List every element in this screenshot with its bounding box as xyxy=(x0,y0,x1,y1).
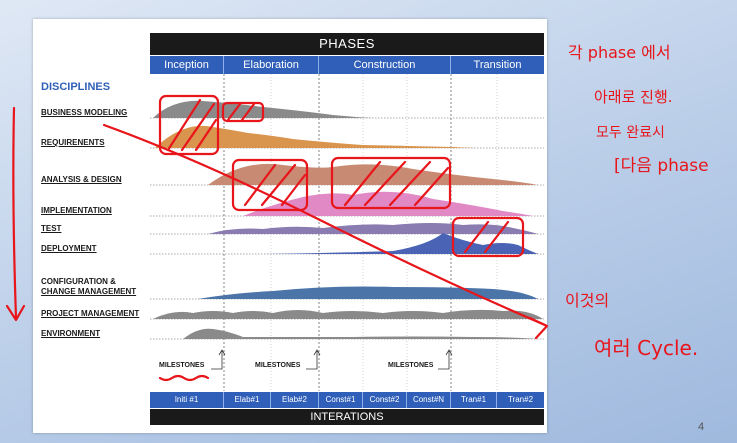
discipline-environment: ENVIRONMENT xyxy=(41,329,101,338)
slide-card: PHASES Inception Elaboration Constructio… xyxy=(33,19,547,433)
phases-header: PHASES xyxy=(150,33,544,55)
iterations-header: INTERATIONS xyxy=(150,409,544,425)
milestone-label-3: MILESTONES xyxy=(388,362,434,369)
note-line-5: 이것의 xyxy=(565,291,609,310)
note-line-1: 각 phase 에서 xyxy=(568,43,671,62)
phase-elaboration: Elaboration xyxy=(224,56,319,74)
iteration-cell: Tran#1 xyxy=(451,392,497,408)
page-number: 4 xyxy=(698,421,705,433)
hump-project-management xyxy=(153,309,543,319)
note-line-2: 아래로 진행. xyxy=(594,88,673,106)
vertical-arrow xyxy=(12,106,18,320)
hump-analysis-design xyxy=(208,163,538,185)
iteration-cell: Initi #1 xyxy=(150,392,224,408)
discipline-analysis-design: ANALYSIS & DESIGN xyxy=(41,175,122,184)
iteration-cell: Tran#2 xyxy=(507,395,534,404)
phase-inception: Inception xyxy=(150,56,224,74)
phase-bar: Inception Elaboration Construction Trans… xyxy=(150,56,544,74)
hump-test xyxy=(208,223,538,234)
iteration-bar: Initi #1 Elab#1 Elab#2 Const#1 Const#2 C… xyxy=(150,392,544,408)
discipline-implementation: IMPLEMENTATION xyxy=(41,206,112,215)
phase-transition: Transition xyxy=(473,59,522,71)
note-line-4: [다음 phase xyxy=(614,156,709,176)
disciplines-title: DISCIPLINES xyxy=(41,81,111,93)
milestone-label-2: MILESTONES xyxy=(255,362,301,369)
discipline-project-management: PROJECT MANAGEMENT xyxy=(41,309,140,318)
discipline-requirements: REQUIRENENTS xyxy=(41,138,105,147)
discipline-deployment: DEPLOYMENT xyxy=(41,244,97,253)
discipline-change-management: CHANGE MANAGEMENT xyxy=(41,287,137,296)
hump-environment xyxy=(183,328,538,339)
discipline-test: TEST xyxy=(41,224,62,233)
workflow-humps xyxy=(150,74,544,391)
hump-configuration xyxy=(198,286,538,299)
iteration-cell: Elab#2 xyxy=(271,392,319,408)
hump-implementation xyxy=(243,191,533,216)
milestone-label-1: MILESTONES xyxy=(159,362,205,369)
discipline-configuration: CONFIGURATION & xyxy=(41,277,116,286)
note-line-6: 여러 Cycle. xyxy=(594,336,698,360)
hump-requirements xyxy=(155,125,483,148)
note-line-3: 모두 완료시 xyxy=(596,125,665,141)
phase-construction: Construction xyxy=(319,56,451,74)
hump-business-modeling xyxy=(153,100,373,118)
discipline-business-modeling: BUSINESS MODELING xyxy=(41,108,128,117)
iteration-cell: Elab#1 xyxy=(224,392,271,408)
milestone-arrows xyxy=(211,349,453,370)
iteration-cell: Const#2 xyxy=(363,392,407,408)
iteration-cell: Const#1 xyxy=(319,392,363,408)
iteration-cell: Const#N xyxy=(407,392,451,408)
